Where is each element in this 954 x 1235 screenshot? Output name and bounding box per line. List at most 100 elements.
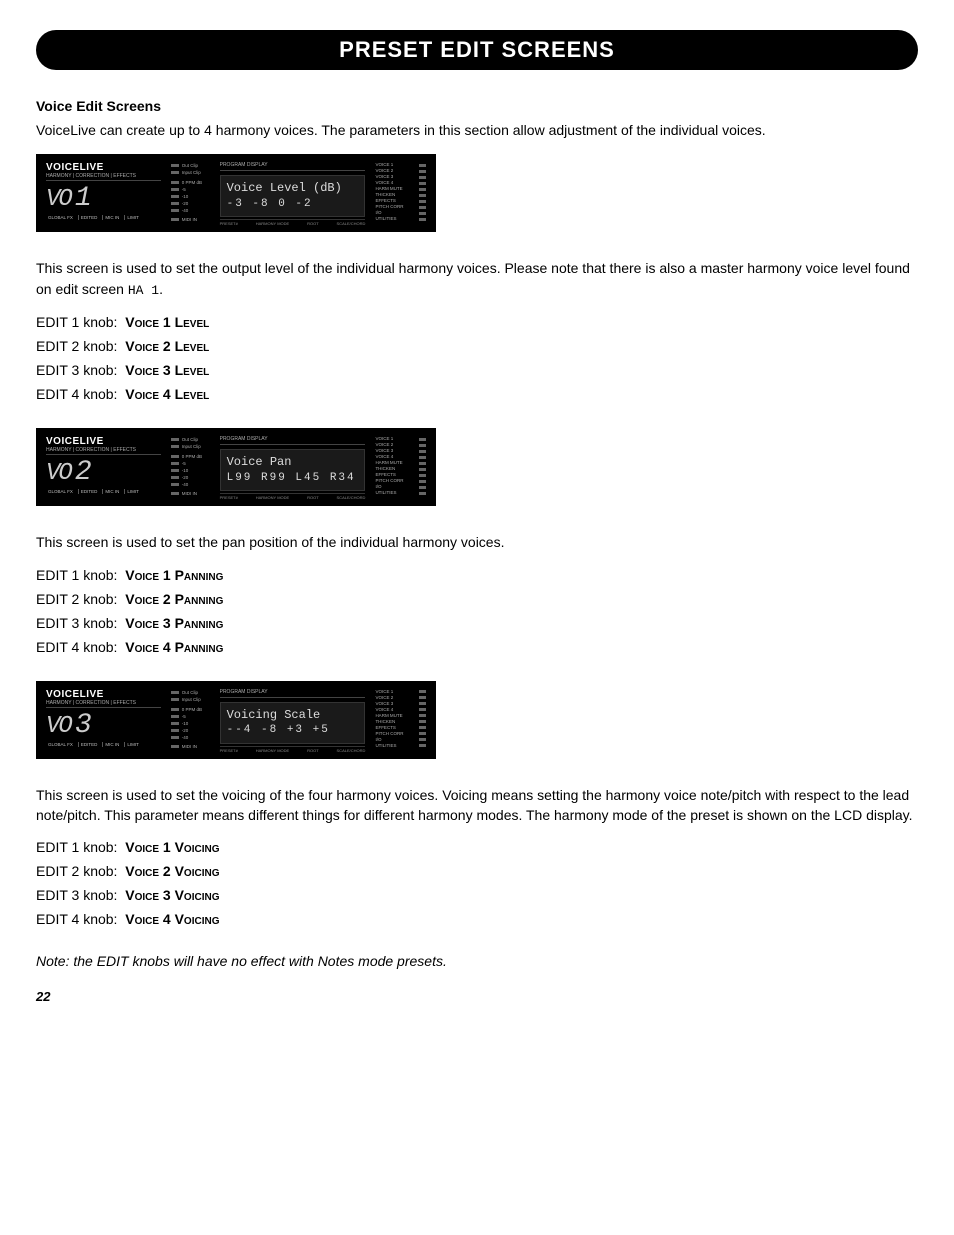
- device-brand: VOICELIVE: [46, 436, 161, 447]
- device-right-panel: VOICE 1 VOICE 2 VOICE 3 VOICE 4 HARM MUT…: [375, 689, 426, 753]
- led-icon: [419, 182, 426, 185]
- led-icon: [171, 492, 179, 495]
- meter-label: -20: [182, 727, 189, 734]
- segment-prefix: VO: [46, 460, 71, 487]
- device-meter-panel: Out Clip Input Clip 0 PPM dB -5 -10 -20 …: [171, 162, 210, 226]
- lcd-header: PROGRAM DISPLAY: [220, 689, 366, 698]
- led-icon: [171, 181, 179, 184]
- led-icon: [171, 745, 179, 748]
- led-icon: [171, 462, 179, 465]
- lcd-footer-label: SCALE/CHORD: [337, 748, 366, 753]
- desc-text: This screen is used to set the output le…: [36, 260, 910, 296]
- status-label: EDITED: [78, 742, 100, 747]
- device-meter-panel: Out Clip Input Clip 0 PPM dB -5 -10 -20 …: [171, 436, 210, 500]
- status-label: EDITED: [78, 215, 100, 220]
- lcd-line-2: --4 -8 +3 +5: [227, 723, 359, 737]
- screen-description: This screen is used to set the output le…: [36, 258, 918, 300]
- lcd-footer-label: PRESET#: [220, 221, 238, 226]
- lcd-footer-label: HARMONY MODE: [256, 748, 289, 753]
- device-brand: VOICELIVE: [46, 689, 161, 700]
- led-icon: [419, 702, 426, 705]
- led-icon: [171, 708, 179, 711]
- led-icon: [419, 456, 426, 459]
- led-icon: [419, 738, 426, 741]
- status-label: GLOBAL FX: [46, 215, 75, 220]
- knob-value: Voice 3 Panning: [125, 615, 223, 631]
- knob-label: EDIT 2 knob:: [36, 338, 117, 354]
- led-icon: [171, 171, 179, 174]
- meter-label: -40: [182, 207, 189, 214]
- device-lcd-panel: PROGRAM DISPLAY Voice Pan L99 R99 L45 R3…: [220, 436, 366, 500]
- led-icon: [419, 170, 426, 173]
- lcd-line-2: L99 R99 L45 R34: [227, 471, 359, 485]
- knob-line: EDIT 2 knob: Voice 2 Voicing: [36, 863, 918, 879]
- knob-value: Voice 3 Level: [125, 362, 209, 378]
- lcd-footer-label: ROOT: [307, 748, 319, 753]
- led-icon: [171, 483, 179, 486]
- meter-label: 0 PPM dB: [182, 706, 202, 713]
- knob-list: EDIT 1 knob: Voice 1 Level EDIT 2 knob: …: [36, 314, 918, 402]
- segment-prefix: VO: [46, 713, 71, 740]
- led-icon: [419, 200, 426, 203]
- title-banner: PRESET EDIT SCREENS: [36, 30, 918, 70]
- desc-mono-ref: HA 1: [128, 283, 159, 298]
- device-tagline: HARMONY | CORRECTION | EFFECTS: [46, 447, 161, 455]
- note-text: Note: the EDIT knobs will have no effect…: [36, 953, 918, 969]
- meter-label: -40: [182, 481, 189, 488]
- status-label: LIMIT: [124, 489, 141, 494]
- led-icon: [419, 212, 426, 215]
- status-label: MIC IN: [102, 215, 121, 220]
- lcd-footer: PRESET# HARMONY MODE ROOT SCALE/CHORD: [220, 746, 366, 753]
- lcd-footer-label: ROOT: [307, 495, 319, 500]
- led-icon: [171, 188, 179, 191]
- meter-label: Out Clip: [182, 162, 198, 169]
- led-icon: [419, 492, 426, 495]
- meter-label: -10: [182, 720, 189, 727]
- lcd-line-1: Voice Pan: [227, 455, 359, 471]
- knob-label: EDIT 1 knob:: [36, 839, 117, 855]
- knob-line: EDIT 4 knob: Voice 4 Voicing: [36, 911, 918, 927]
- knob-value: Voice 1 Panning: [125, 567, 223, 583]
- status-label: LIMIT: [124, 742, 141, 747]
- device-status-row: GLOBAL FX EDITED MIC IN LIMIT: [46, 489, 161, 494]
- meter-label: Out Clip: [182, 436, 198, 443]
- led-icon: [171, 445, 179, 448]
- knob-value: Voice 4 Voicing: [125, 911, 219, 927]
- knob-value: Voice 2 Level: [125, 338, 209, 354]
- meter-label: -5: [182, 460, 186, 467]
- knob-label: EDIT 4 knob:: [36, 639, 117, 655]
- led-icon: [419, 438, 426, 441]
- knob-value: Voice 1 Level: [125, 314, 209, 330]
- knob-label: EDIT 2 knob:: [36, 863, 117, 879]
- status-label: EDITED: [78, 489, 100, 494]
- led-icon: [171, 202, 179, 205]
- knob-label: EDIT 2 knob:: [36, 591, 117, 607]
- device-right-panel: VOICE 1 VOICE 2 VOICE 3 VOICE 4 HARM MUT…: [375, 162, 426, 226]
- lcd-footer-label: HARMONY MODE: [256, 221, 289, 226]
- knob-line: EDIT 3 knob: Voice 3 Level: [36, 362, 918, 378]
- device-lcd-panel: PROGRAM DISPLAY Voice Level (dB) -3 -8 0…: [220, 162, 366, 226]
- knob-value: Voice 1 Voicing: [125, 839, 219, 855]
- knob-line: EDIT 3 knob: Voice 3 Panning: [36, 615, 918, 631]
- lcd-header: PROGRAM DISPLAY: [220, 436, 366, 445]
- knob-line: EDIT 1 knob: Voice 1 Voicing: [36, 839, 918, 855]
- knob-label: EDIT 1 knob:: [36, 567, 117, 583]
- lcd-footer-label: SCALE/CHORD: [337, 495, 366, 500]
- led-icon: [171, 698, 179, 701]
- led-icon: [171, 469, 179, 472]
- led-icon: [171, 722, 179, 725]
- knob-label: EDIT 4 knob:: [36, 911, 117, 927]
- lcd-line-2: -3 -8 0 -2: [227, 197, 359, 211]
- meter-label: MIDI IN: [182, 490, 197, 497]
- device-screenshot-vo3: VOICELIVE HARMONY | CORRECTION | EFFECTS…: [36, 681, 436, 759]
- led-icon: [171, 729, 179, 732]
- led-icon: [419, 480, 426, 483]
- lcd-footer-label: ROOT: [307, 221, 319, 226]
- knob-line: EDIT 2 knob: Voice 2 Panning: [36, 591, 918, 607]
- led-icon: [419, 696, 426, 699]
- knob-list: EDIT 1 knob: Voice 1 Panning EDIT 2 knob…: [36, 567, 918, 655]
- meter-label: -10: [182, 467, 189, 474]
- meter-label: -5: [182, 186, 186, 193]
- device-screenshot-vo2: VOICELIVE HARMONY | CORRECTION | EFFECTS…: [36, 428, 436, 506]
- right-label: UTILITIES: [375, 490, 396, 496]
